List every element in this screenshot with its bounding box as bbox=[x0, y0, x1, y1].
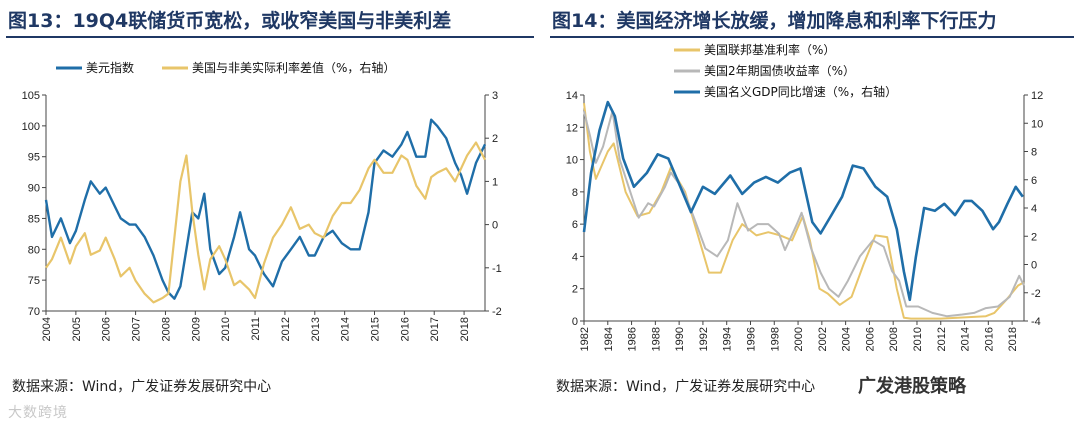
y-tick-label: 85 bbox=[28, 213, 40, 225]
x-tick-label: 1994 bbox=[722, 327, 734, 351]
x-tick-label: 2010 bbox=[912, 327, 924, 351]
x-tick-label: 2009 bbox=[190, 317, 202, 341]
x-tick-label: 2008 bbox=[888, 327, 900, 351]
y-tick-label: 75 bbox=[28, 275, 40, 287]
y2-tick-label: -4 bbox=[1031, 316, 1041, 328]
chart-rates-vs-gdp: 0 2 4 6 8 10 12 14 -4 -2 0 2 4 6 8 10 12 1982 1984 1986 1988… bbox=[566, 42, 1044, 351]
y-tick-label: 10 bbox=[566, 155, 578, 167]
y-tick-label: 105 bbox=[22, 90, 40, 102]
y2-tick-label: 2 bbox=[492, 133, 498, 145]
x-tick-label: 2010 bbox=[220, 317, 232, 341]
y2-tick-label: 12 bbox=[1031, 90, 1043, 102]
x-tick-label: 1984 bbox=[603, 327, 615, 351]
legend-label-2: 美国2年期国债收益率（%） bbox=[704, 63, 855, 78]
x-tick-label: 2013 bbox=[310, 317, 322, 341]
x-tick-label: 2004 bbox=[841, 327, 853, 351]
y2-tick-label: -1 bbox=[492, 263, 502, 275]
x-tick-label: 2014 bbox=[960, 327, 972, 351]
legend-label-1: 美元指数 bbox=[86, 60, 134, 75]
x-tick-label: 2018 bbox=[459, 317, 471, 341]
x-tick-label: 1992 bbox=[698, 327, 710, 351]
title-rule bbox=[550, 36, 1074, 38]
x-tick-label: 2005 bbox=[71, 317, 83, 341]
x-tick-label: 1996 bbox=[745, 327, 757, 351]
chart-title: 图13：19Q4联储货币宽松，或收窄美国与非美利差 bbox=[8, 10, 452, 32]
watermark-right: 广发港股策略 bbox=[858, 376, 966, 397]
y2-tick-label: 0 bbox=[492, 220, 498, 232]
series-line-1 bbox=[44, 118, 487, 300]
y2-tick-label: 2 bbox=[1031, 231, 1037, 243]
source-note: 数据来源：Wind，广发证券发展研究中心 bbox=[556, 379, 816, 395]
x-tick-label: 2008 bbox=[160, 317, 172, 341]
source-note: 数据来源：Wind，广发证券发展研究中心 bbox=[12, 379, 272, 395]
watermark-left: 大数跨境 bbox=[8, 405, 68, 421]
x-tick-label: 2006 bbox=[101, 317, 113, 341]
x-tick-label: 2015 bbox=[370, 317, 382, 341]
y2-tick-label: -2 bbox=[492, 306, 502, 318]
x-tick-label: 2017 bbox=[429, 317, 441, 341]
y-tick-label: 90 bbox=[28, 183, 40, 195]
legend-label-1: 美国联邦基准利率（%） bbox=[704, 42, 835, 57]
y2-tick-label: 3 bbox=[492, 90, 498, 102]
legend-label-2: 美国与非美实际利率差值（%，右轴） bbox=[192, 60, 395, 75]
x-tick-label: 2011 bbox=[250, 317, 262, 341]
x-tick-label: 1998 bbox=[769, 327, 781, 351]
series-line-3 bbox=[582, 100, 1024, 302]
x-tick-label: 2004 bbox=[41, 317, 53, 341]
y2-tick-label: 1 bbox=[492, 176, 498, 188]
x-tick-label: 2000 bbox=[793, 327, 805, 351]
y-tick-label: 70 bbox=[28, 306, 40, 318]
y-tick-label: 2 bbox=[572, 284, 578, 296]
panel-left: 图13：19Q4联储货币宽松，或收窄美国与非美利差 70 75 80 85 90 95 10… bbox=[6, 10, 534, 395]
x-tick-label: 1990 bbox=[674, 327, 686, 351]
chart-title: 图14：美国经济增长放缓，增加降息和利率下行压力 bbox=[552, 10, 997, 32]
legend-label-3: 美国名义GDP同比增速（%，右轴） bbox=[704, 84, 897, 99]
x-tick-label: 2007 bbox=[131, 317, 143, 341]
chart-dollar-vs-rate-diff: 70 75 80 85 90 95 100 105 -2 -1 0 1 2 3 2004 2005 2006 20… bbox=[22, 60, 502, 341]
y-tick-label: 80 bbox=[28, 244, 40, 256]
y-tick-label: 8 bbox=[572, 187, 578, 199]
y-tick-label: 100 bbox=[22, 121, 40, 133]
x-tick-label: 2012 bbox=[280, 317, 292, 341]
y-tick-label: 12 bbox=[566, 122, 578, 134]
x-tick-label: 2016 bbox=[399, 317, 411, 341]
x-tick-label: 2002 bbox=[817, 327, 829, 351]
y2-tick-label: -2 bbox=[1031, 288, 1041, 300]
x-tick-label: 1988 bbox=[650, 327, 662, 351]
x-tick-label: 2012 bbox=[936, 327, 948, 351]
y2-tick-label: 4 bbox=[1031, 203, 1037, 215]
y-tick-label: 14 bbox=[566, 90, 578, 102]
y2-tick-label: 6 bbox=[1031, 175, 1037, 187]
y-tick-label: 4 bbox=[572, 251, 578, 263]
x-tick-label: 2006 bbox=[864, 327, 876, 351]
y-tick-label: 0 bbox=[572, 316, 578, 328]
panel-right: 图14：美国经济增长放缓，增加降息和利率下行压力 0 2 4 6 8 10 12 14 -4 -2… bbox=[544, 0, 1080, 433]
y-tick-label: 95 bbox=[28, 152, 40, 164]
x-tick-label: 2016 bbox=[983, 327, 995, 351]
y2-tick-label: 8 bbox=[1031, 147, 1037, 159]
y2-tick-label: 10 bbox=[1031, 118, 1043, 130]
series-line-2 bbox=[45, 141, 486, 304]
title-rule bbox=[6, 36, 534, 38]
series-line-2 bbox=[583, 110, 1025, 318]
x-tick-label: 2018 bbox=[1007, 327, 1019, 351]
y-tick-label: 6 bbox=[572, 219, 578, 231]
y2-tick-label: 0 bbox=[1031, 260, 1037, 272]
x-tick-label: 1982 bbox=[579, 327, 591, 351]
x-tick-label: 1986 bbox=[627, 327, 639, 351]
x-tick-label: 2014 bbox=[340, 317, 352, 341]
